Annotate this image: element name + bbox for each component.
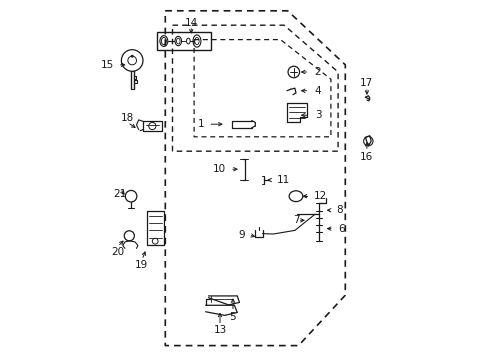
- Circle shape: [131, 55, 133, 57]
- Text: 14: 14: [184, 18, 198, 28]
- Text: 10: 10: [212, 164, 225, 174]
- Text: 6: 6: [337, 224, 344, 234]
- Text: 2: 2: [314, 67, 321, 77]
- Text: 3: 3: [314, 110, 321, 120]
- Text: 18: 18: [121, 113, 134, 123]
- Text: 5: 5: [229, 312, 236, 322]
- Text: 1: 1: [198, 119, 204, 129]
- Text: 19: 19: [135, 260, 148, 270]
- Text: 13: 13: [213, 325, 226, 336]
- Text: 11: 11: [276, 175, 289, 185]
- Text: 9: 9: [238, 230, 244, 240]
- Text: 16: 16: [360, 152, 373, 162]
- Text: 7: 7: [293, 215, 300, 225]
- Text: 8: 8: [336, 205, 343, 215]
- Text: 17: 17: [360, 78, 373, 88]
- Text: 20: 20: [111, 247, 124, 257]
- Text: 12: 12: [313, 191, 326, 201]
- Text: 15: 15: [101, 60, 114, 70]
- Bar: [157, 32, 210, 50]
- Text: 4: 4: [314, 86, 321, 96]
- Text: 21: 21: [113, 189, 127, 199]
